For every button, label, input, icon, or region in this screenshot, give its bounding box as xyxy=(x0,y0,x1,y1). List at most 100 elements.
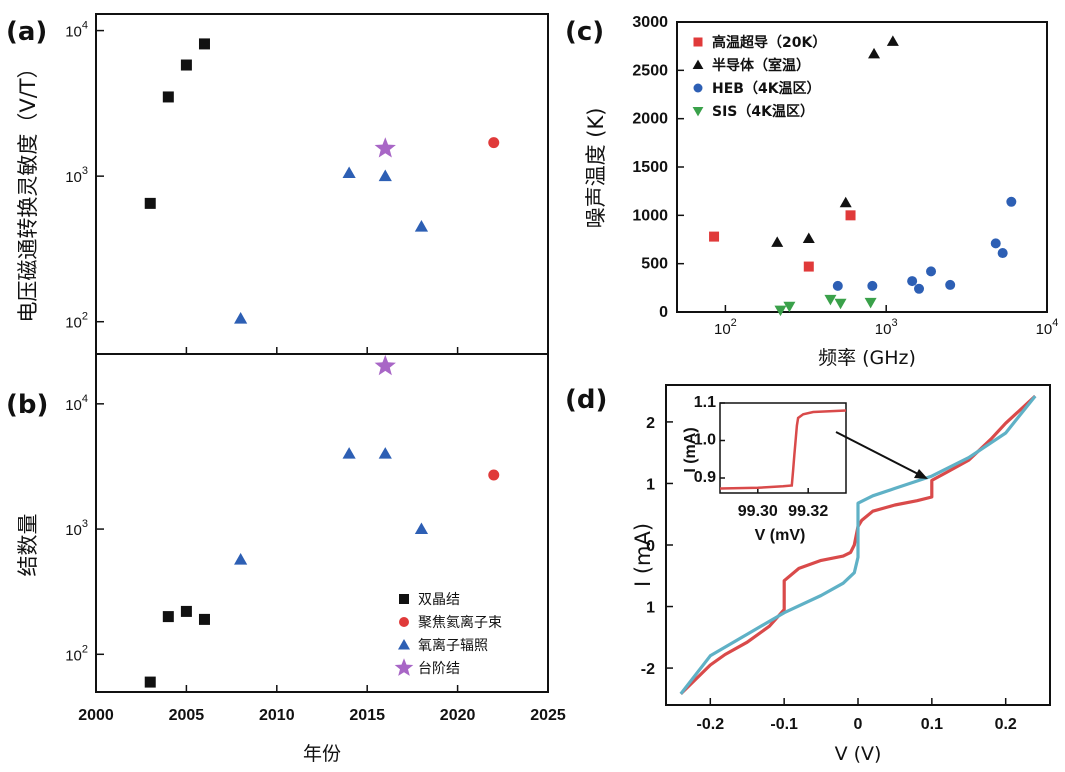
inset-xtick-label: 99.32 xyxy=(788,503,828,520)
plot-frame-b xyxy=(95,353,549,693)
data-point xyxy=(144,676,156,688)
ytick-label: 103 xyxy=(65,518,88,539)
inset-curve xyxy=(719,409,847,490)
arrow-head xyxy=(914,469,928,479)
data-point xyxy=(832,280,843,291)
legend-marker xyxy=(692,59,704,70)
ytick-label: 104 xyxy=(65,393,88,414)
xtick-label: 2010 xyxy=(259,707,295,724)
xtick-label: 2020 xyxy=(440,707,476,724)
ytick-label: 2000 xyxy=(632,111,668,128)
ytick-label: -2 xyxy=(641,661,655,678)
data-point xyxy=(180,59,192,71)
xtick-label: 103 xyxy=(875,317,898,338)
data-point xyxy=(374,354,396,376)
data-point xyxy=(926,266,937,277)
data-point xyxy=(774,305,787,317)
xtick-label: 0.2 xyxy=(995,716,1017,733)
plot-frame-a xyxy=(95,13,549,355)
legend-marker xyxy=(693,37,703,47)
data-point xyxy=(802,232,815,244)
ylabel-c: 噪声温度 (K) xyxy=(584,108,608,229)
legend-label: 氧离子辐照 xyxy=(418,637,488,654)
data-point xyxy=(914,283,925,294)
legend-marker xyxy=(399,594,409,604)
data-point xyxy=(198,38,210,50)
xtick-label: 2005 xyxy=(169,707,205,724)
plot-area-c: 0 500 1000 1500 2000 2500 3000 102 103 104 xyxy=(632,14,1058,338)
data-point xyxy=(945,279,956,290)
plot-area-a: 102 103 104 xyxy=(65,20,549,354)
data-point xyxy=(824,294,837,306)
data-point xyxy=(868,47,881,59)
data-point xyxy=(234,553,248,565)
ylabel-b: 结数量 xyxy=(16,514,40,577)
data-point xyxy=(378,447,392,459)
data-point xyxy=(709,231,720,242)
data-point xyxy=(867,280,878,291)
iv-curve-red xyxy=(679,394,1037,696)
data-point xyxy=(414,522,429,535)
xtick-label: 0.1 xyxy=(921,716,943,733)
inset-plot-area: 0.9 1.0 1.1 99.30 99.32 V (mV) I (mA) xyxy=(682,394,847,544)
legend-label: HEB（4K温区） xyxy=(712,81,821,97)
legend-label: 半导体（室温） xyxy=(712,57,810,74)
ytick-label: 104 xyxy=(65,20,88,41)
ytick-label: 500 xyxy=(641,256,668,273)
plot-area-b: 102 103 104 2000 2005 2010 2015 2020 2025 xyxy=(65,354,566,724)
xtick-label: 0 xyxy=(854,716,863,733)
data-point xyxy=(488,469,500,481)
xlabel-b: 年份 xyxy=(303,743,341,765)
legend-marker xyxy=(692,106,704,117)
ytick-label: 2500 xyxy=(632,62,668,79)
inset-ytick-label: 1.0 xyxy=(694,432,716,449)
data-point xyxy=(771,236,784,247)
xtick-label: 2015 xyxy=(349,707,385,724)
ytick-label: 103 xyxy=(65,165,88,186)
legend-marker xyxy=(398,639,410,650)
panel-label-b: (b) xyxy=(6,390,48,420)
data-point xyxy=(839,196,852,208)
ytick-label: 0 xyxy=(659,304,668,321)
data-point xyxy=(414,220,429,232)
ytick-label: 1 xyxy=(646,476,655,493)
data-point xyxy=(162,91,174,103)
inset-ytick-label: 0.9 xyxy=(694,469,716,486)
xtick-label: 104 xyxy=(1036,317,1059,338)
inset-frame xyxy=(719,402,847,494)
legend-label: 高温超导（20K） xyxy=(712,34,826,51)
data-point xyxy=(198,613,210,625)
data-point xyxy=(1006,196,1017,207)
inset-xtick-label: 99.30 xyxy=(738,503,778,520)
data-point xyxy=(488,137,500,149)
iv-curve-cyan xyxy=(679,395,1037,695)
panel-label-d: (d) xyxy=(565,385,607,415)
data-point xyxy=(342,447,356,459)
data-point xyxy=(834,298,847,310)
ytick-label: 1500 xyxy=(632,159,668,176)
ytick-label: 1 xyxy=(646,600,655,617)
xtick-label: -0.2 xyxy=(697,716,725,733)
xtick-label: 2025 xyxy=(530,707,566,724)
ytick-label: 3000 xyxy=(632,14,668,31)
ylabel-a: 电压磁通转换灵敏度（V/T） xyxy=(16,57,40,322)
inset-xlabel: V (mV) xyxy=(755,527,806,544)
data-point xyxy=(845,210,856,221)
data-point xyxy=(886,35,899,46)
xtick-label: 2000 xyxy=(78,707,114,724)
panel-label-c: (c) xyxy=(565,17,604,47)
inset-ytick-label: 1.1 xyxy=(694,394,716,411)
data-point xyxy=(374,137,396,158)
legend-marker xyxy=(394,658,414,676)
arrow-line xyxy=(835,431,923,477)
legend-label: 台阶结 xyxy=(418,661,460,677)
xtick-label: 102 xyxy=(714,317,737,338)
ytick-label: 2 xyxy=(646,415,655,432)
legend-label: 双晶结 xyxy=(418,592,460,608)
legend-label: 聚焦氦离子束 xyxy=(418,614,502,631)
data-point xyxy=(997,248,1008,259)
data-point xyxy=(144,197,156,209)
inset-ylabel: I (mA) xyxy=(682,427,699,472)
